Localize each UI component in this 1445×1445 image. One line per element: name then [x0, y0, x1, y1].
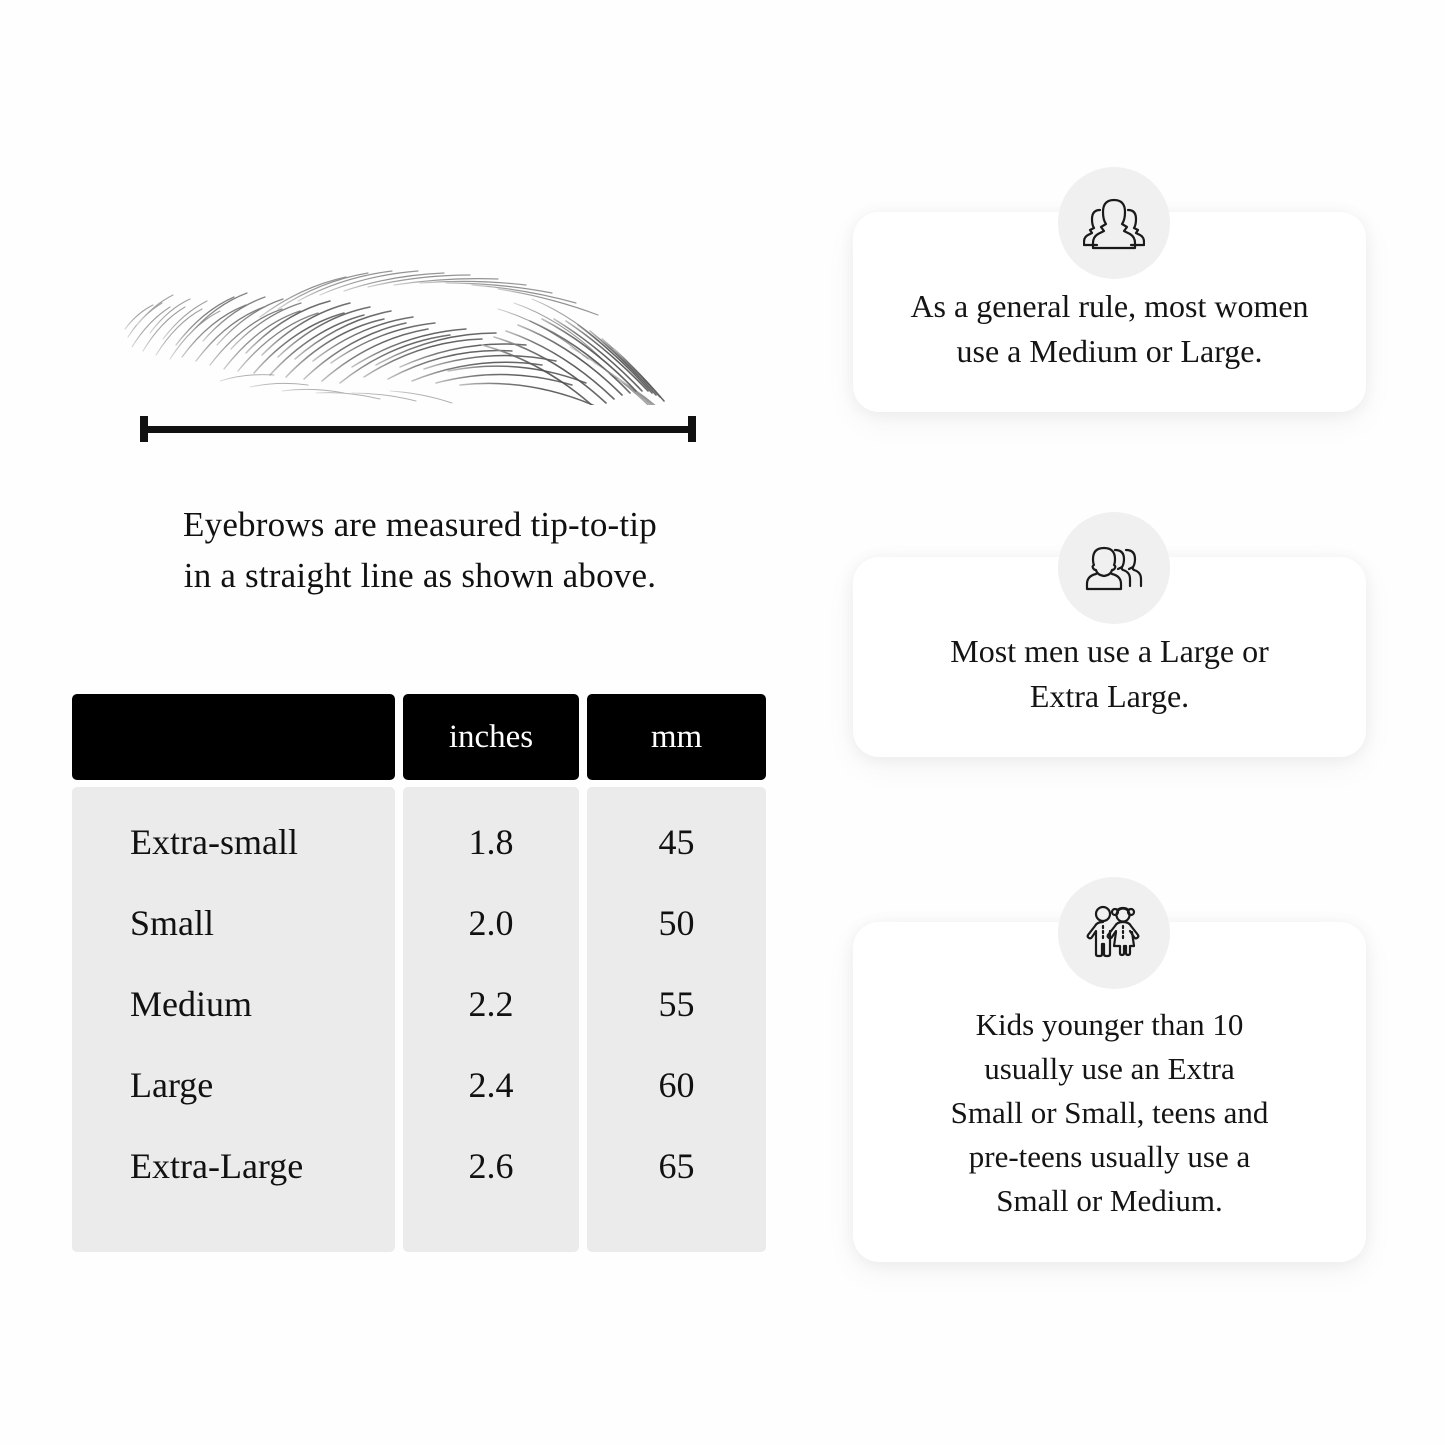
table-row: Extra-small — [130, 821, 298, 862]
table-header-inches: inches — [403, 694, 579, 780]
table-row: 2.4 — [468, 1064, 514, 1105]
table-row: 2.2 — [468, 983, 514, 1024]
card-line: pre-teens usually use a — [968, 1139, 1251, 1174]
card-line: Small or Medium. — [996, 1183, 1223, 1219]
card-line: Most men use a Large or — [950, 632, 1269, 669]
left-panel: Eyebrows are measured tip-to-tip in a st… — [70, 225, 770, 1252]
info-card-kids-text: Kids younger than 10 usually use an Extr… — [951, 961, 1269, 1223]
table-header-size — [72, 694, 395, 780]
table-column-inches: 1.8 2.0 2.2 2.4 2.6 — [403, 787, 579, 1252]
card-line: Kids younger than 10 — [975, 1006, 1244, 1042]
table-row: 45 — [658, 821, 695, 862]
table-row: 60 — [658, 1064, 695, 1105]
table-column-size: Extra-small Small Medium Large Extra-Lar… — [72, 787, 395, 1252]
eyebrow-hair-illustration — [110, 225, 730, 405]
measurement-caption: Eyebrows are measured tip-to-tip in a st… — [70, 500, 770, 602]
size-chart-table: inches mm Extra-small Small Medium Large… — [72, 694, 766, 1252]
info-card-women: As a general rule, most women use a Medi… — [853, 212, 1366, 412]
table-row: 50 — [658, 902, 695, 943]
caption-line-2: in a straight line as shown above. — [183, 555, 657, 595]
table-header-row: inches mm — [72, 694, 766, 780]
right-panel: As a general rule, most women use a Medi… — [800, 0, 1445, 1445]
children-pair-icon — [1058, 877, 1170, 989]
table-row: 1.8 — [468, 821, 514, 862]
table-row: 65 — [658, 1145, 695, 1186]
card-line: As a general rule, most women — [910, 287, 1309, 324]
table-row: Medium — [130, 983, 252, 1024]
card-line: Extra Large. — [1029, 678, 1190, 714]
table-column-mm: 45 50 55 60 65 — [587, 787, 766, 1252]
card-line: use a Medium or Large. — [956, 333, 1263, 369]
tip-to-tip-measurement-bar — [140, 415, 696, 445]
card-line: Small or Small, teens and — [950, 1094, 1269, 1130]
info-card-men-text: Most men use a Large or Extra Large. — [950, 595, 1268, 720]
table-row: 55 — [658, 983, 695, 1024]
caption-line-1: Eyebrows are measured tip-to-tip — [183, 505, 657, 544]
men-group-icon — [1058, 512, 1170, 624]
table-header-mm: mm — [587, 694, 766, 780]
table-row: Small — [130, 902, 215, 943]
table-row: Extra-Large — [130, 1145, 304, 1186]
table-row: 2.6 — [468, 1145, 514, 1186]
table-row: Large — [130, 1064, 214, 1105]
women-group-icon — [1058, 167, 1170, 279]
table-row: 2.0 — [468, 902, 514, 943]
card-line: usually use an Extra — [984, 1050, 1235, 1086]
info-card-men: Most men use a Large or Extra Large. — [853, 557, 1366, 757]
info-card-women-text: As a general rule, most women use a Medi… — [910, 250, 1308, 375]
table-body: Extra-small Small Medium Large Extra-Lar… — [72, 787, 766, 1252]
